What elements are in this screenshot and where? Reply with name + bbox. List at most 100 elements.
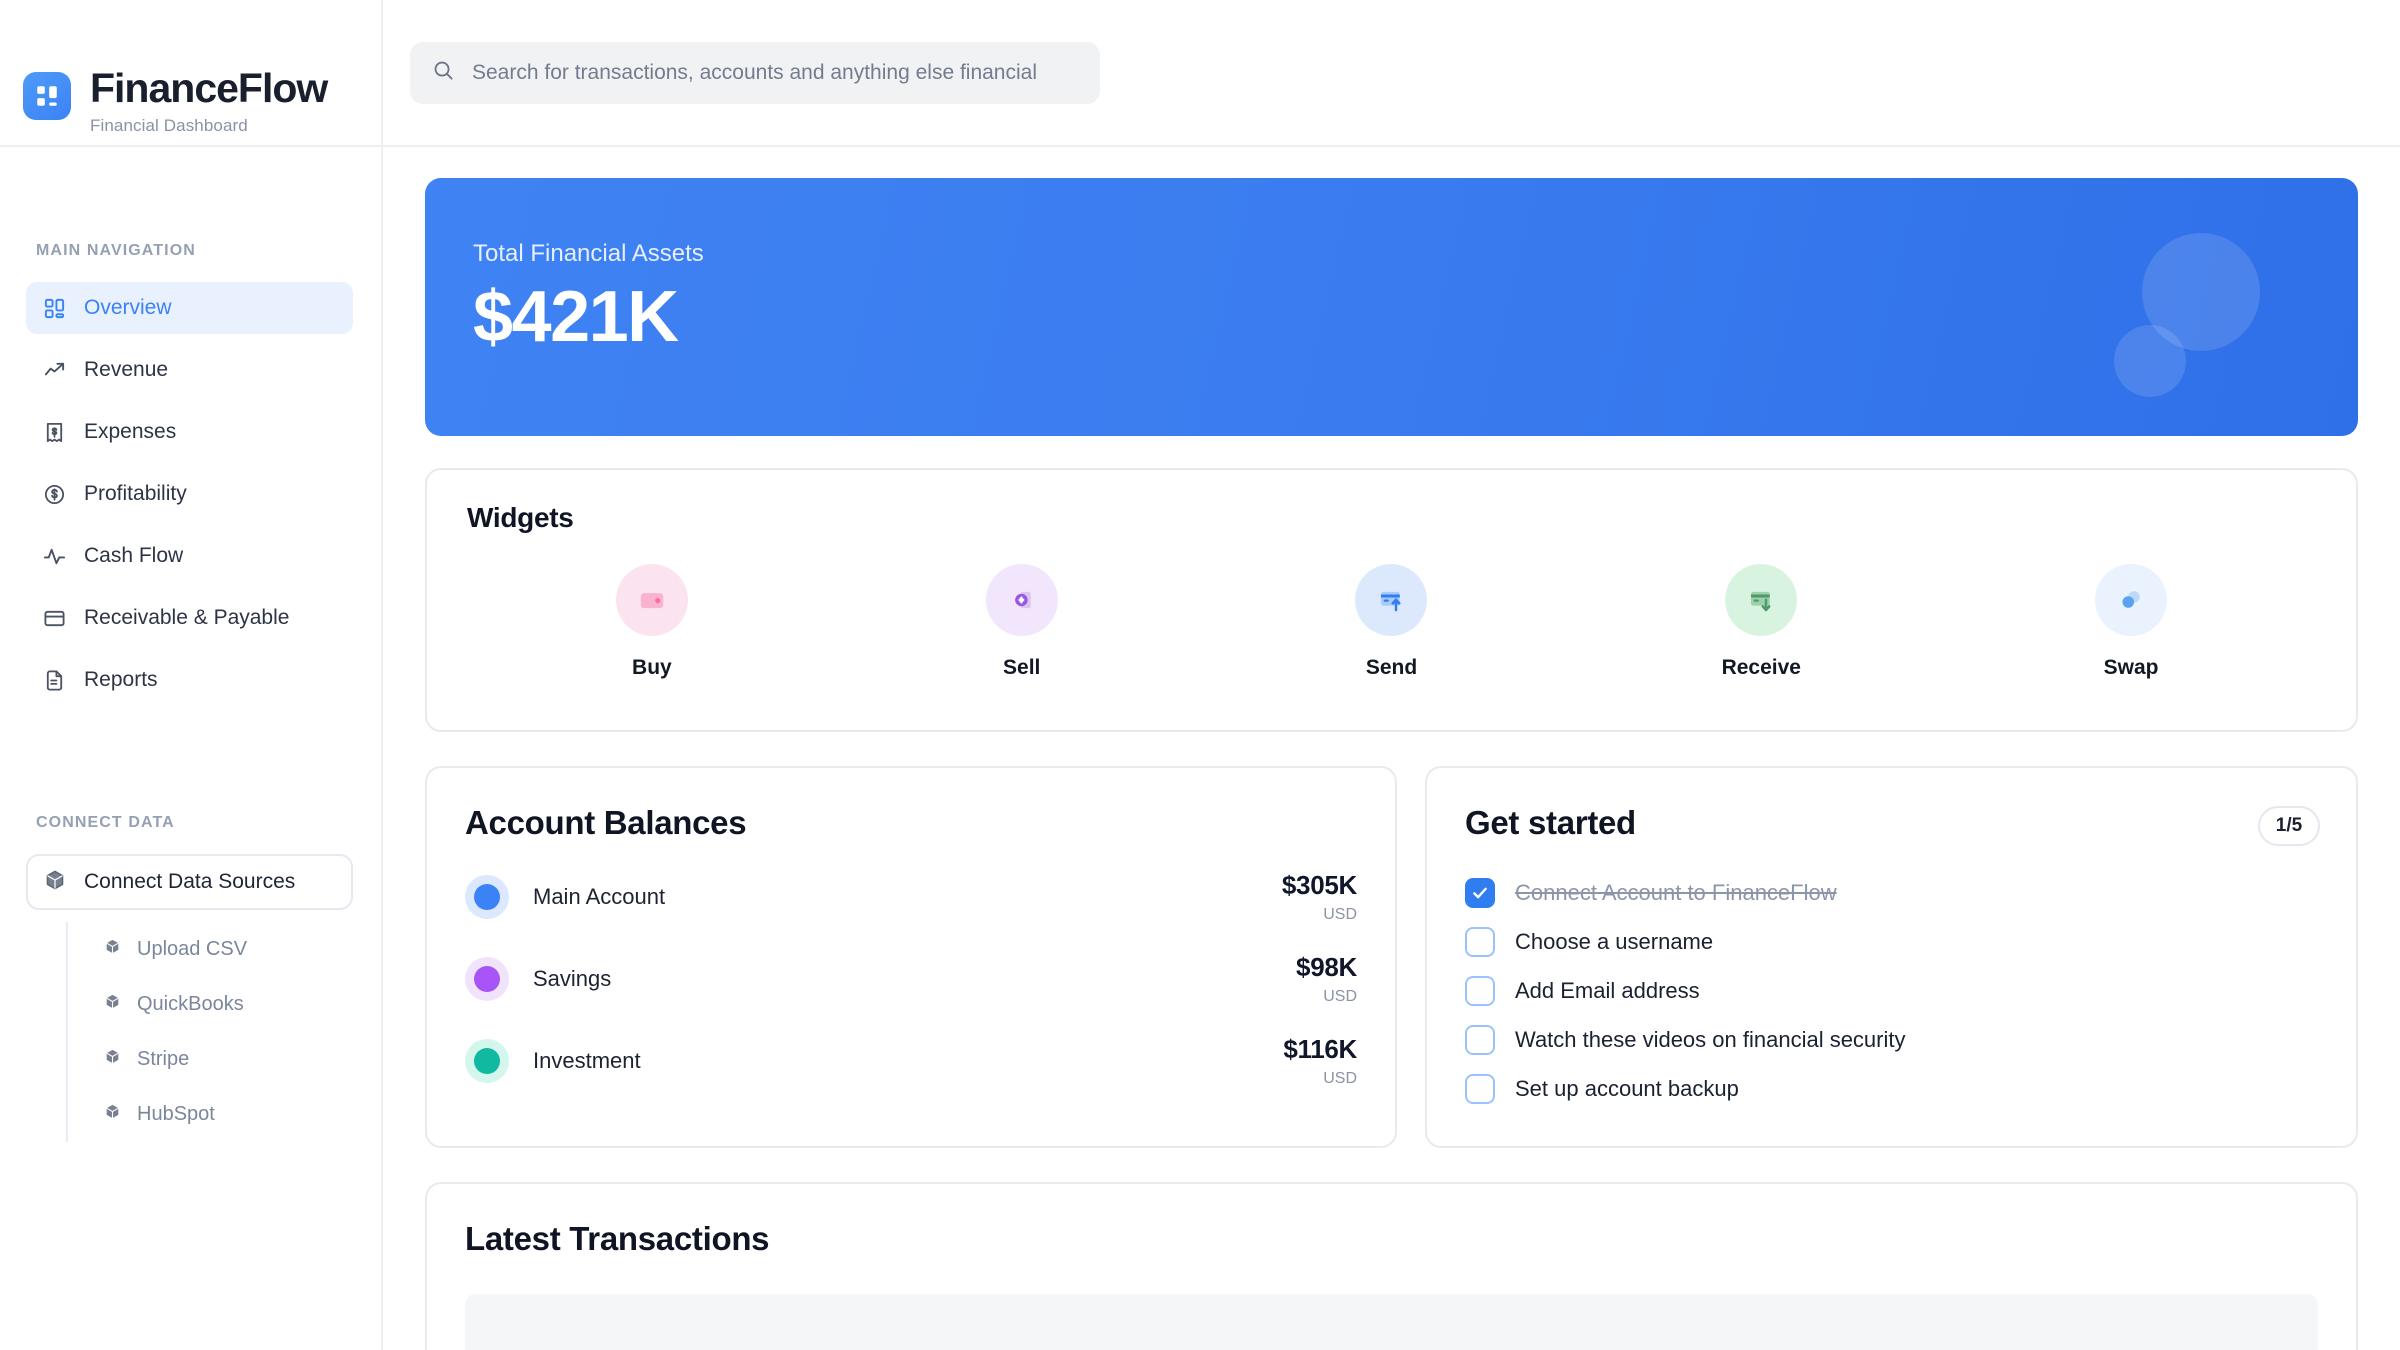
get-started-item-label: Watch these videos on financial security — [1515, 1026, 1906, 1052]
cube-icon — [44, 869, 66, 896]
get-started-item-add-email[interactable]: Add Email address — [1465, 966, 2318, 1015]
swap-circles-icon — [2095, 564, 2168, 636]
sidebar-item-label: Profitability — [84, 482, 187, 505]
latest-transactions-card: Latest Transactions — [425, 1182, 2358, 1350]
cube-icon — [104, 938, 121, 961]
widget-sell[interactable]: Sell — [837, 564, 1207, 680]
decorative-circle-small — [2114, 325, 2186, 397]
get-started-list: Connect Account to FinanceFlow Choose a … — [1465, 868, 2318, 1113]
widget-receive[interactable]: Receive — [1576, 564, 1946, 680]
cube-icon — [104, 1103, 121, 1126]
sidebar-item-label: Reports — [84, 668, 158, 691]
transactions-table-header — [465, 1294, 2318, 1350]
account-name: Main Account — [533, 884, 666, 909]
checkbox-icon[interactable] — [1465, 1073, 1495, 1104]
dashboard-grid-icon — [42, 296, 66, 320]
account-currency: USD — [1323, 1070, 1357, 1087]
document-lines-icon — [42, 668, 66, 692]
sidebar-item-cash-flow[interactable]: Cash Flow — [26, 530, 353, 582]
card-up-arrow-icon — [1355, 564, 1428, 636]
brand-subtitle: Financial Dashboard — [90, 116, 248, 135]
connect-source-hubspot[interactable]: HubSpot — [104, 1087, 381, 1142]
gem-diamond-icon — [985, 564, 1058, 636]
connect-source-upload-csv[interactable]: Upload CSV — [104, 922, 381, 977]
sidebar-item-profitability[interactable]: Profitability — [26, 468, 353, 520]
decorative-circle-large — [2142, 233, 2260, 351]
checkbox-icon[interactable] — [1465, 1024, 1495, 1055]
cube-icon — [104, 1048, 121, 1071]
credit-card-icon — [42, 606, 66, 630]
account-currency: USD — [1323, 906, 1357, 923]
total-assets-value: $421K — [473, 277, 679, 357]
search-icon — [432, 59, 455, 87]
get-started-item-label: Connect Account to FinanceFlow — [1515, 879, 1837, 905]
account-name: Savings — [533, 966, 612, 991]
connect-source-stripe[interactable]: Stripe — [104, 1032, 381, 1087]
account-color-dot — [465, 1039, 509, 1083]
sidebar-item-receivable-payable[interactable]: Receivable & Payable — [26, 592, 353, 644]
latest-transactions-title: Latest Transactions — [465, 1220, 770, 1257]
dashboard-grid-icon — [23, 72, 71, 120]
widget-label: Swap — [2103, 656, 2159, 679]
get-started-item-watch-videos[interactable]: Watch these videos on financial security — [1465, 1015, 2318, 1064]
connect-sources-list: Upload CSV QuickBooks — [66, 922, 381, 1142]
connect-source-label: Upload CSV — [137, 938, 248, 960]
account-amount: $305K — [1281, 870, 1357, 900]
search-input[interactable] — [472, 60, 1078, 85]
sidebar-item-label: Expenses — [84, 420, 177, 443]
get-started-item-label: Set up account backup — [1515, 1075, 1739, 1101]
balance-row[interactable]: Investment $116K USD — [465, 1034, 1357, 1088]
checkbox-icon[interactable] — [1465, 975, 1495, 1006]
connect-source-quickbooks[interactable]: QuickBooks — [104, 977, 381, 1032]
balance-row[interactable]: Savings $98K USD — [465, 952, 1357, 1006]
account-amount: $116K — [1283, 1034, 1357, 1064]
total-assets-banner: Total Financial Assets $421K — [425, 178, 2358, 436]
dashboard-body: Total Financial Assets $421K Widgets — [383, 147, 2400, 1350]
brand-header: FinanceFlow Financial Dashboard — [0, 0, 381, 147]
account-currency: USD — [1323, 988, 1357, 1005]
account-name: Investment — [533, 1048, 641, 1073]
widget-label: Receive — [1721, 656, 1801, 679]
widget-buy[interactable]: Buy — [467, 564, 837, 680]
widgets-row: Buy Sell — [467, 564, 2316, 680]
widget-label: Buy — [632, 656, 672, 679]
main-navigation-list: Overview Revenue — [0, 282, 381, 706]
connect-source-label: HubSpot — [137, 1103, 215, 1125]
connect-data-sources-button[interactable]: Connect Data Sources — [26, 854, 353, 910]
topbar — [383, 0, 2400, 147]
sidebar-item-revenue[interactable]: Revenue — [26, 344, 353, 396]
sidebar-item-reports[interactable]: Reports — [26, 654, 353, 706]
account-balances-title: Account Balances — [465, 804, 747, 841]
widget-label: Send — [1365, 656, 1418, 679]
search-box[interactable] — [410, 41, 1100, 104]
get-started-title: Get started — [1465, 804, 1636, 841]
sidebar-item-expenses[interactable]: Expenses — [26, 406, 353, 458]
connect-source-label: QuickBooks — [137, 993, 244, 1015]
get-started-item-choose-username[interactable]: Choose a username — [1465, 917, 2318, 966]
widgets-card: Widgets Buy — [425, 468, 2358, 732]
get-started-item-label: Choose a username — [1515, 928, 1714, 954]
widget-swap[interactable]: Swap — [1946, 564, 2316, 680]
account-balances-card: Account Balances Main Account $305K USD — [425, 766, 1397, 1148]
widget-label: Sell — [1003, 656, 1041, 679]
get-started-item-connect-account[interactable]: Connect Account to FinanceFlow — [1465, 868, 2318, 917]
get-started-progress-badge: 1/5 — [2258, 806, 2320, 846]
connect-data-sources-label: Connect Data Sources — [84, 870, 296, 893]
account-color-dot — [465, 875, 509, 919]
checkbox-icon[interactable] — [1465, 926, 1495, 957]
connect-data-label: CONNECT DATA — [36, 814, 175, 831]
widget-send[interactable]: Send — [1207, 564, 1577, 680]
sidebar-item-overview[interactable]: Overview — [26, 282, 353, 334]
account-color-dot — [465, 957, 509, 1001]
checkbox-checked-icon[interactable] — [1465, 877, 1495, 908]
dollar-circle-icon — [42, 482, 66, 506]
widgets-title: Widgets — [467, 502, 574, 533]
sidebar: FinanceFlow Financial Dashboard MAIN NAV… — [0, 0, 383, 1350]
main-navigation-label: MAIN NAVIGATION — [36, 242, 196, 259]
balance-row[interactable]: Main Account $305K USD — [465, 870, 1357, 924]
get-started-card: Get started 1/5 Connect Account to Finan… — [1425, 766, 2358, 1148]
get-started-item-account-backup[interactable]: Set up account backup — [1465, 1064, 2318, 1113]
sidebar-item-label: Revenue — [84, 358, 169, 381]
card-down-arrow-icon — [1725, 564, 1798, 636]
